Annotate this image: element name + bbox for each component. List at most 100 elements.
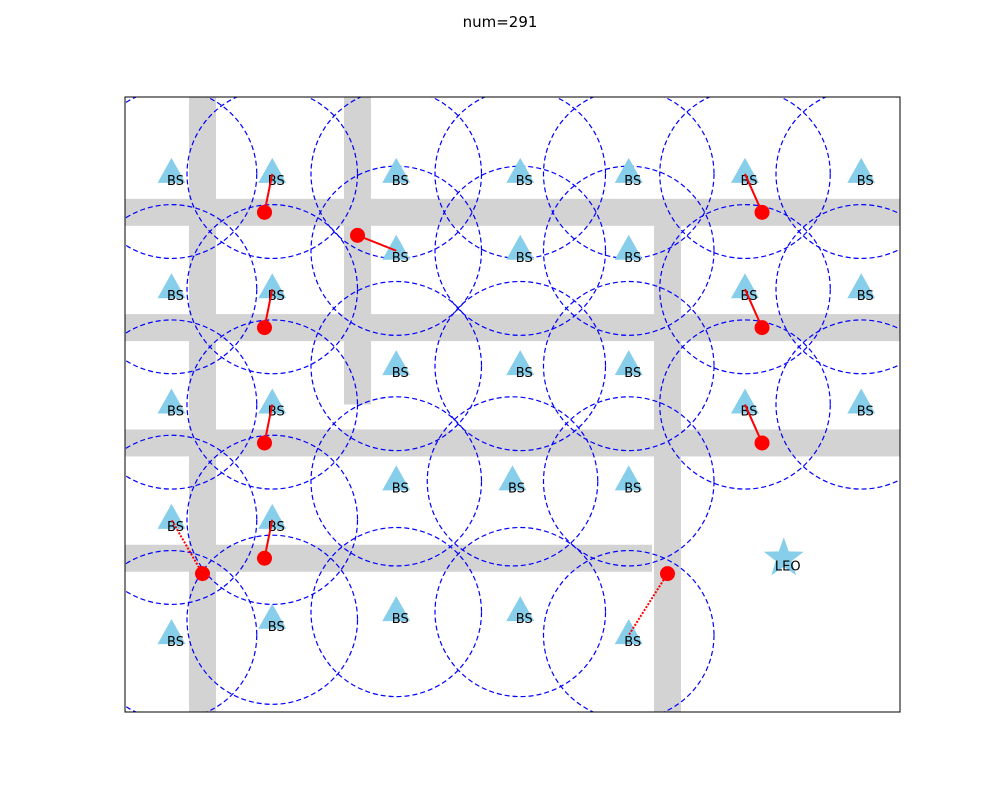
base-station-marker <box>157 157 186 183</box>
user-marker <box>660 566 675 582</box>
coverage-circle <box>186 97 359 260</box>
chart-title: num=291 <box>463 13 538 31</box>
road-vertical <box>189 97 216 712</box>
user-marker <box>754 204 770 220</box>
base-station-label: BS <box>392 251 409 266</box>
base-station-marker <box>731 157 759 183</box>
coverage-circle <box>186 534 359 705</box>
base-station-label: BS <box>624 635 641 650</box>
base-station-marker <box>258 503 287 529</box>
user-marker <box>754 320 770 336</box>
base-station-label: BS <box>857 405 874 420</box>
base-station-label: BS <box>857 289 874 304</box>
coverage-circle <box>186 434 359 605</box>
base-station-label: BS <box>857 174 874 189</box>
coverage-circle <box>434 165 607 336</box>
coverage-circle <box>310 526 483 698</box>
base-station-label: BS <box>392 174 409 189</box>
coverage-circle <box>542 396 715 567</box>
base-station-marker <box>258 273 287 299</box>
coverage-circle <box>310 396 483 567</box>
coverage-circle <box>434 97 607 260</box>
road-horizontal <box>125 544 652 572</box>
coverage-circle <box>125 434 258 605</box>
base-station-label: BS <box>624 481 641 496</box>
base-station-marker <box>614 157 643 183</box>
base-station-label: BS <box>624 366 641 381</box>
base-station-label: BS <box>167 289 184 304</box>
base-station-label: BS <box>508 481 525 496</box>
coverage-circle <box>659 97 831 260</box>
road-horizontal <box>125 429 900 457</box>
base-station-marker <box>382 350 411 376</box>
roads-layer <box>125 97 900 712</box>
user-marker <box>195 566 210 582</box>
base-station-marker <box>506 157 535 183</box>
base-station-label: BS <box>392 612 409 627</box>
user-marker <box>754 435 770 451</box>
base-station-marker <box>614 234 643 260</box>
coverage-circle <box>659 319 831 490</box>
user-marker <box>257 204 272 220</box>
base-station-marker <box>157 619 186 645</box>
base-station-marker <box>731 273 759 299</box>
user-marker <box>257 320 272 336</box>
coverage-circle <box>775 319 900 490</box>
coverage-circle <box>125 549 258 712</box>
base-station-label: BS <box>392 481 409 496</box>
base-station-marker <box>382 157 411 183</box>
base-station-label: BS <box>167 174 184 189</box>
base-station-marker <box>157 503 186 529</box>
road-horizontal <box>125 198 900 226</box>
leo-label: LEO <box>775 559 801 574</box>
coverage-circle <box>125 97 258 260</box>
base-station-marker <box>498 465 527 491</box>
coverage-circle <box>775 97 900 260</box>
base-station-marker <box>382 234 411 260</box>
base-station-label: BS <box>516 612 533 627</box>
base-station-label: BS <box>516 174 533 189</box>
base-station-marker <box>506 234 535 260</box>
user-marker <box>350 227 365 243</box>
base-station-marker <box>506 596 535 622</box>
base-station-marker <box>614 619 643 645</box>
coverage-circle <box>542 97 715 260</box>
coverage-circle <box>186 204 359 375</box>
base-station-marker <box>157 273 186 299</box>
base-station-label: BS <box>167 405 184 420</box>
coverage-circle <box>542 280 715 452</box>
base-station-marker <box>258 388 287 414</box>
coverage-circle <box>125 319 258 490</box>
base-station-marker <box>847 157 876 183</box>
base-station-label: BS <box>516 251 533 266</box>
coverage-circle <box>426 396 599 567</box>
base-station-marker <box>258 157 287 183</box>
base-station-label: BS <box>624 251 641 266</box>
base-station-label: BS <box>516 366 533 381</box>
base-station-label: BS <box>268 620 285 635</box>
coverage-circle <box>542 549 715 712</box>
base-station-marker <box>258 603 287 629</box>
coverage-circle <box>775 204 900 375</box>
base-station-marker <box>847 273 876 299</box>
coverage-circle <box>542 165 715 336</box>
base-stations-layer: BS BS BS BS BS BS BS BS BS BS BS BS BS BS BS BS BS BS BS BS… <box>157 157 876 650</box>
base-station-marker <box>157 388 186 414</box>
base-station-marker <box>847 388 876 414</box>
leo-marker <box>763 537 804 576</box>
leo-layer: LEO <box>763 537 804 576</box>
road-vertical <box>654 212 681 712</box>
base-station-label: BS <box>624 174 641 189</box>
base-station-marker <box>731 388 759 414</box>
base-station-marker <box>614 350 643 376</box>
coverage-circle <box>186 319 359 490</box>
user-marker <box>257 435 272 451</box>
coverage-circle <box>125 204 258 375</box>
base-station-label: BS <box>392 366 409 381</box>
coverage-circle <box>310 165 483 336</box>
users-layer <box>195 204 770 582</box>
road-horizontal <box>125 314 900 342</box>
coverage-layer <box>125 97 900 712</box>
coverage-circle <box>434 526 607 698</box>
